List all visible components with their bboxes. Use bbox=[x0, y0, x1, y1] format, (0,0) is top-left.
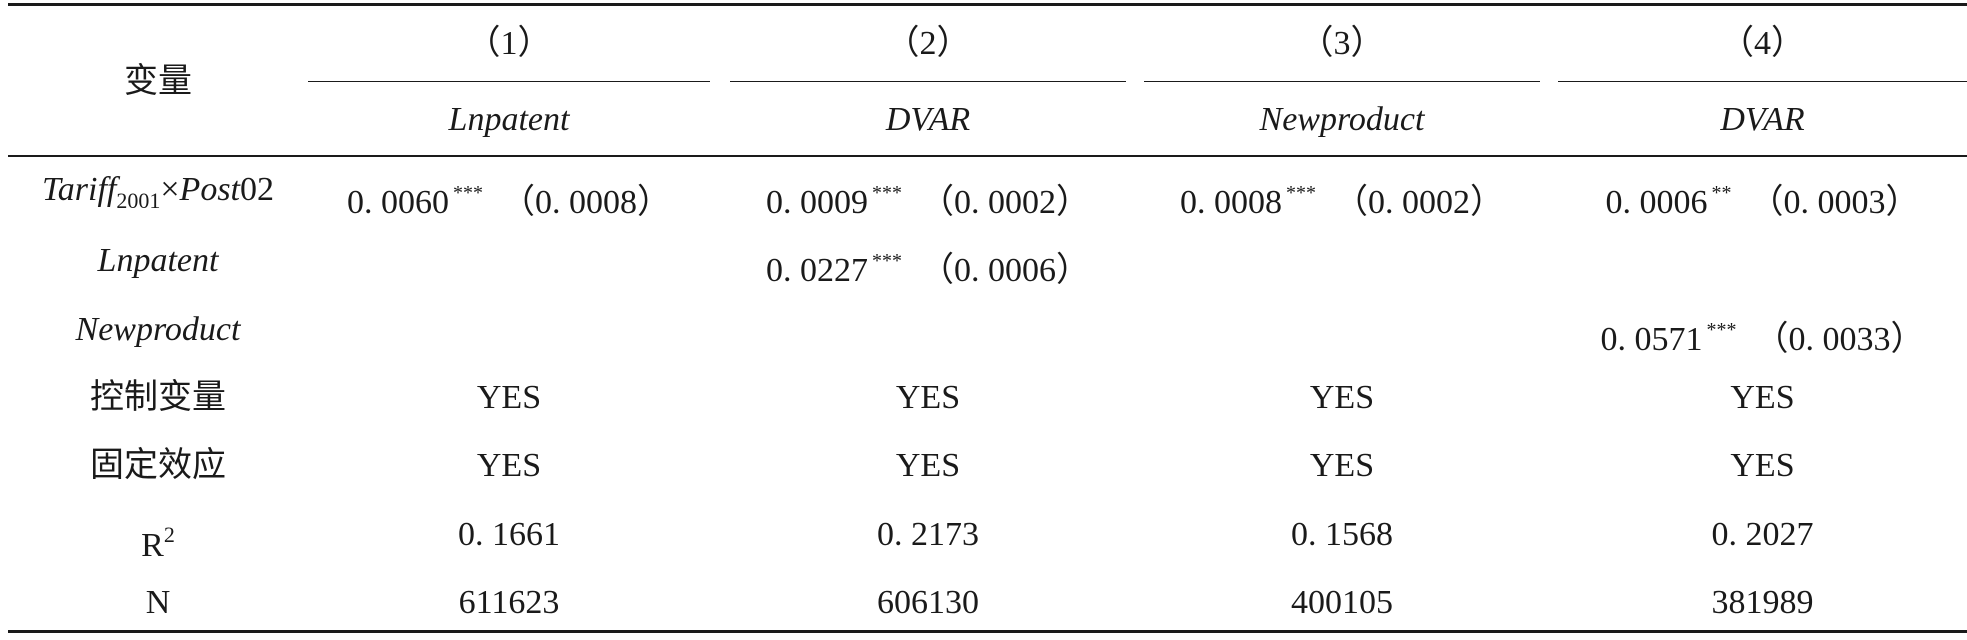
column-2-number: （2） bbox=[885, 25, 971, 62]
table-cell: 0. 2027 bbox=[1711, 516, 1814, 553]
table-cell: 0. 0060 *** （0. 0008） bbox=[347, 182, 671, 221]
table-cell: YES bbox=[1730, 447, 1795, 484]
table-cell: 0. 2173 bbox=[877, 516, 979, 553]
table-cell: YES bbox=[476, 447, 542, 484]
table-cell: YES bbox=[895, 447, 961, 484]
column-2-underline bbox=[730, 81, 1126, 82]
table-cell: 0. 0227 *** （0. 0006） bbox=[766, 250, 1090, 289]
row-label-fixed-effects: 固定效应 bbox=[90, 447, 226, 484]
column-4-number: （4） bbox=[1720, 25, 1805, 62]
row-label-newproduct: Newproduct bbox=[75, 311, 241, 348]
row-label-r-squared: R2 bbox=[141, 522, 175, 564]
table-cell: YES bbox=[1730, 379, 1795, 416]
variable-header: 变量 bbox=[124, 63, 192, 100]
column-1-number: （1） bbox=[466, 25, 552, 62]
table-cell: YES bbox=[1309, 379, 1375, 416]
column-3-underline bbox=[1144, 81, 1540, 82]
column-2-dependent-var: DVAR bbox=[885, 101, 971, 138]
column-4-underline bbox=[1558, 81, 1967, 82]
row-label-tariff-post: Tariff2001×Post02 bbox=[42, 171, 274, 213]
header-rule bbox=[8, 155, 1967, 157]
row-label-n: N bbox=[145, 584, 171, 621]
table-cell: 381989 bbox=[1711, 584, 1814, 621]
bottom-rule bbox=[8, 630, 1967, 633]
table-cell: 400105 bbox=[1291, 584, 1393, 621]
table-cell: YES bbox=[476, 379, 542, 416]
table-cell: 0. 0008 *** （0. 0002） bbox=[1180, 182, 1504, 221]
table-cell: YES bbox=[1309, 447, 1375, 484]
table-cell: 611623 bbox=[458, 584, 560, 621]
table-cell: 606130 bbox=[877, 584, 979, 621]
table-cell: 0. 0009 *** （0. 0002） bbox=[766, 182, 1090, 221]
column-1-underline bbox=[308, 81, 710, 82]
table-cell: 0. 1661 bbox=[458, 516, 560, 553]
row-label-lnpatent: Lnpatent bbox=[97, 242, 219, 279]
table-cell: 0. 1568 bbox=[1291, 516, 1393, 553]
column-1-dependent-var: Lnpatent bbox=[448, 101, 570, 138]
table-cell: 0. 0006 ** （0. 0003） bbox=[1605, 182, 1920, 221]
row-label-controls: 控制变量 bbox=[90, 379, 226, 416]
column-3-dependent-var: Newproduct bbox=[1259, 101, 1425, 138]
table-cell: 0. 0571 *** （0. 0033） bbox=[1600, 319, 1925, 358]
top-rule bbox=[8, 3, 1967, 6]
column-4-dependent-var: DVAR bbox=[1720, 101, 1805, 138]
column-3-number: （3） bbox=[1299, 25, 1385, 62]
table-cell: YES bbox=[895, 379, 961, 416]
